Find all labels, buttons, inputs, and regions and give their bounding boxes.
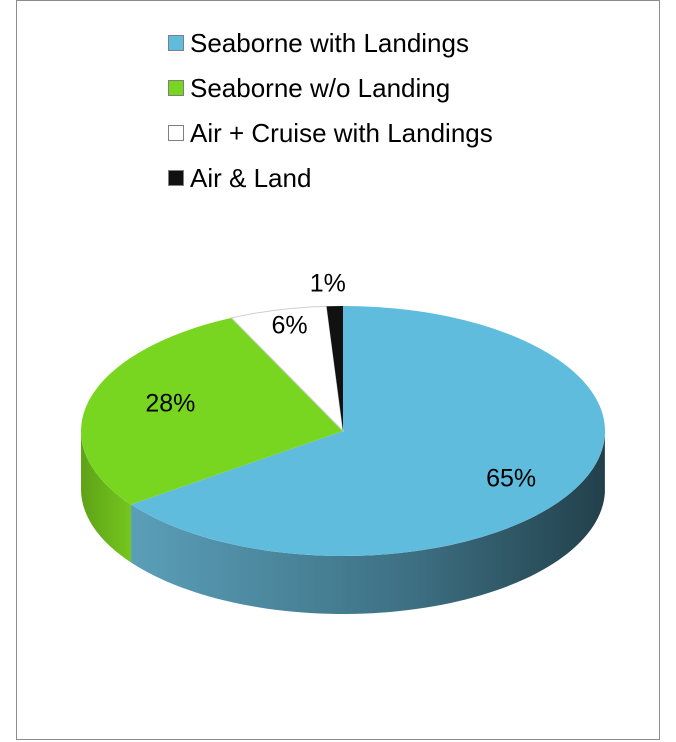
legend-swatch bbox=[168, 34, 184, 51]
legend-swatch bbox=[168, 124, 184, 141]
pie-labels: 65% 28% 6%1% bbox=[145, 270, 536, 493]
data-label-0: 65% bbox=[486, 465, 536, 493]
pie-slice-0 bbox=[131, 306, 606, 556]
legend-swatch bbox=[168, 169, 184, 186]
pie-tops bbox=[81, 305, 606, 556]
pie-side-0 bbox=[131, 434, 605, 614]
legend-label: Air & Land bbox=[190, 162, 312, 193]
legend-item-air-cruise: Air + Cruise with Landings bbox=[168, 110, 493, 155]
legend: Seaborne with Landings Seaborne w/o Land… bbox=[168, 20, 493, 200]
pie-slice-1 bbox=[81, 317, 343, 505]
legend-label: Seaborne with Landings bbox=[190, 27, 469, 58]
pie-slice-3 bbox=[326, 306, 343, 431]
legend-item-seaborne-with-landings: Seaborne with Landings bbox=[168, 20, 493, 65]
legend-item-seaborne-wo-landing: Seaborne w/o Landing bbox=[168, 65, 493, 110]
legend-item-air-and-land: Air & Land bbox=[168, 155, 493, 200]
data-label-3: 1% bbox=[310, 270, 346, 298]
data-label-1: 28% bbox=[145, 390, 195, 418]
pie-slice-2 bbox=[230, 305, 344, 433]
legend-swatch bbox=[168, 79, 184, 96]
data-label-2: 6% bbox=[272, 311, 308, 339]
pie-sides bbox=[81, 432, 605, 614]
legend-label: Seaborne w/o Landing bbox=[190, 72, 451, 103]
pie-side-1 bbox=[81, 432, 132, 563]
legend-label: Air + Cruise with Landings bbox=[190, 117, 493, 148]
